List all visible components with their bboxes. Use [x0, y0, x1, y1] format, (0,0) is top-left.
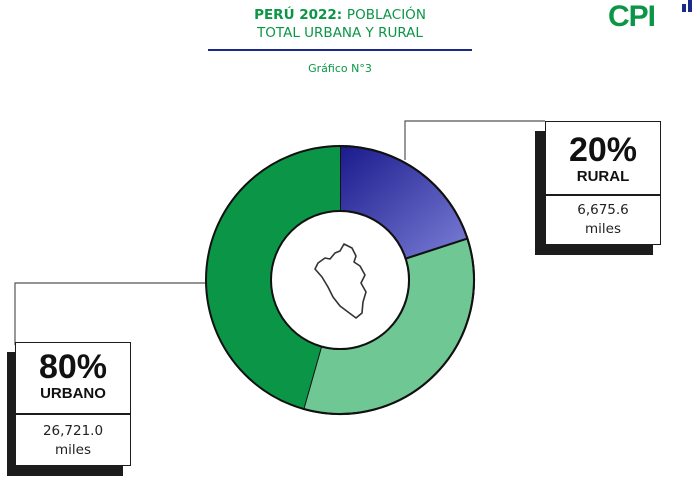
logo-text: CPI: [608, 0, 656, 33]
urban-label: URBANO: [40, 385, 106, 402]
rural-card: 20% RURAL 6,675.6 miles: [545, 121, 661, 245]
title-rest: POBLACIÓN: [346, 7, 426, 23]
urban-unit: miles: [55, 442, 91, 458]
slice-urbano-dark: [205, 145, 340, 409]
cpi-logo: CPI: [608, 0, 697, 34]
rural-value: 6,675.6: [577, 202, 629, 218]
urban-percent: 80%: [38, 348, 108, 386]
chart-subtitle: Gráfico N°3: [308, 62, 372, 75]
title-bold: PERÚ 2022:: [254, 7, 343, 23]
chart-title: PERÚ 2022: POBLACIÓN TOTAL URBANA Y RURA…: [200, 6, 480, 42]
donut-slices: [205, 144, 475, 415]
rural-leader-line: [404, 120, 545, 160]
urban-card: 80% URBANO 26,721.0 miles: [15, 342, 131, 466]
rural-label: RURAL: [576, 168, 630, 185]
rural-percent: 20%: [568, 131, 638, 169]
title-underline: [208, 49, 472, 51]
rural-unit: miles: [585, 221, 621, 237]
rural-card-divider: [546, 194, 660, 196]
title-line2: TOTAL URBANA Y RURAL: [257, 25, 423, 41]
donut-hole: [270, 210, 410, 350]
urban-value: 26,721.0: [42, 423, 104, 439]
urban-card-divider: [16, 413, 130, 415]
donut-outer-ring: [205, 145, 475, 415]
peru-map-icon: [314, 243, 367, 319]
urban-leader-line: [14, 282, 206, 345]
